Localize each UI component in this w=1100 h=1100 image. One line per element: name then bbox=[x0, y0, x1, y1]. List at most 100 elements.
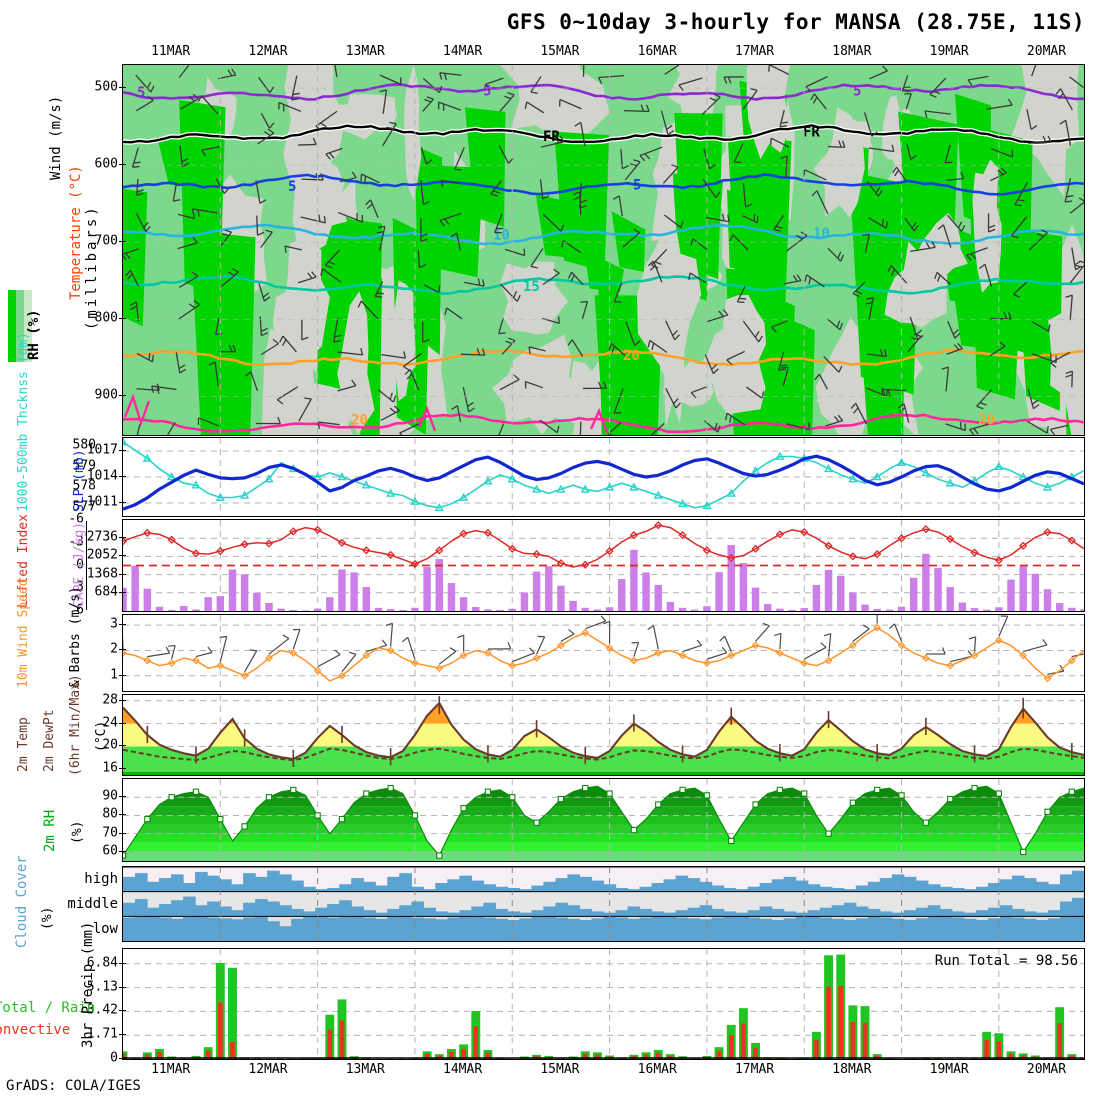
tick-mark bbox=[119, 962, 126, 964]
date-label-bottom: 16MAR bbox=[637, 1062, 677, 1077]
upper-air-ytick: 600 bbox=[94, 156, 118, 172]
tick-mark bbox=[119, 1034, 126, 1036]
tick-mark bbox=[119, 674, 126, 676]
cloud-row-label-middle: middle bbox=[67, 896, 118, 912]
upper-air-ytick: 500 bbox=[94, 79, 118, 95]
date-label-top: 15MAR bbox=[540, 44, 580, 59]
tick-mark bbox=[119, 591, 126, 593]
date-label-bottom: 14MAR bbox=[443, 1062, 483, 1077]
svg-text:10: 10 bbox=[813, 226, 830, 242]
tick-mark bbox=[119, 699, 126, 701]
date-label-bottom: 19MAR bbox=[929, 1062, 969, 1077]
svg-text:5: 5 bbox=[633, 177, 641, 193]
lifted-index-ytick: 3 bbox=[76, 579, 84, 595]
page-title: GFS 0~10day 3-hourly for MANSA (28.75E, … bbox=[506, 10, 1085, 34]
panel-slp-thickness[interactable] bbox=[122, 437, 1085, 517]
tick-mark bbox=[119, 573, 126, 575]
upper-air-ytick: 900 bbox=[94, 387, 118, 403]
panel-temp-dewpt[interactable] bbox=[122, 694, 1085, 776]
date-label-top: 20MAR bbox=[1026, 44, 1067, 59]
thickness-ytick: 577 bbox=[72, 499, 96, 515]
date-label-top: 12MAR bbox=[248, 44, 288, 59]
tick-mark bbox=[119, 832, 126, 834]
tick-mark bbox=[119, 1010, 126, 1012]
svg-text:5: 5 bbox=[288, 179, 296, 195]
date-label-bottom: 18MAR bbox=[832, 1062, 872, 1077]
tick-mark bbox=[119, 318, 126, 320]
panel-rh-2m[interactable] bbox=[122, 778, 1085, 862]
tick-mark bbox=[119, 241, 126, 243]
lifted-index-ytick: -3 bbox=[68, 534, 84, 550]
svg-text:20: 20 bbox=[351, 413, 368, 429]
panel-li-cape[interactable] bbox=[122, 519, 1085, 612]
tick-mark bbox=[119, 850, 126, 852]
date-label-top: 16MAR bbox=[637, 44, 677, 59]
rh-ytick: 80 bbox=[102, 806, 118, 822]
slp-ytick: 1014 bbox=[86, 468, 118, 484]
tick-mark bbox=[119, 814, 126, 816]
tick-mark bbox=[119, 745, 126, 747]
date-label-top: 14MAR bbox=[443, 44, 483, 59]
panel-cloud-cover[interactable] bbox=[122, 866, 1085, 942]
cape-ytick: 684 bbox=[94, 584, 118, 600]
svg-text:15: 15 bbox=[523, 279, 540, 295]
date-label-top: 19MAR bbox=[929, 44, 969, 59]
thickness-ytick: 580 bbox=[72, 437, 96, 453]
li-axis-line bbox=[86, 521, 87, 610]
precip-ytick: 3.42 bbox=[86, 1002, 118, 1018]
lifted-index-ytick: 0 bbox=[76, 557, 84, 572]
dewpt-2m-label: 2m DewPt bbox=[42, 709, 57, 772]
wind-ytick: 1 bbox=[110, 667, 118, 683]
cloud-row-label-low: low bbox=[92, 920, 118, 937]
tick-mark bbox=[119, 986, 126, 988]
date-label-bottom: 11MAR bbox=[151, 1062, 191, 1077]
date-label-top: 13MAR bbox=[345, 44, 385, 59]
upper-air-ytick: 700 bbox=[94, 233, 118, 249]
cape-ytick: 2736 bbox=[86, 529, 118, 545]
tick-mark bbox=[119, 624, 126, 626]
temp-ytick: 28 bbox=[102, 692, 118, 708]
tick-mark bbox=[119, 164, 126, 166]
svg-text:FR: FR bbox=[803, 124, 820, 140]
temp-ytick: 24 bbox=[102, 715, 118, 731]
svg-text:5: 5 bbox=[483, 83, 491, 99]
rh-ytick: 70 bbox=[102, 825, 118, 841]
temp-ytick: 16 bbox=[102, 760, 118, 776]
cloud-cover-units-label: (%) bbox=[40, 906, 55, 930]
tick-mark bbox=[119, 649, 126, 651]
svg-text:5: 5 bbox=[137, 85, 145, 101]
precip-total-label: Total / Rain bbox=[0, 1000, 96, 1016]
slp-label: SLP (mb) bbox=[72, 449, 87, 512]
tick-mark bbox=[119, 555, 126, 557]
tick-mark bbox=[119, 476, 126, 477]
cape-ytick: 1368 bbox=[86, 566, 118, 582]
upper-air-yaxis-label: (millibars) bbox=[84, 204, 100, 330]
minmax-label: (6hr Min/Max) bbox=[68, 674, 83, 776]
date-label-bottom: 20MAR bbox=[1026, 1062, 1067, 1077]
slp-ytick: 1011 bbox=[86, 494, 118, 510]
thickness-ytick: 579 bbox=[72, 458, 96, 474]
tick-mark bbox=[119, 537, 126, 539]
panel-precip[interactable]: Run Total = 98.56 bbox=[122, 948, 1085, 1060]
rh-ytick: 90 bbox=[102, 788, 118, 804]
tick-mark bbox=[119, 450, 126, 451]
rh-2m-units-label: (%) bbox=[70, 820, 85, 844]
wind-ytick: 3 bbox=[110, 616, 118, 632]
date-label-bottom: 13MAR bbox=[345, 1062, 385, 1077]
precip-ytick: 0 bbox=[110, 1050, 118, 1066]
temp-2m-label: 2m Temp bbox=[16, 717, 31, 772]
tick-mark bbox=[119, 768, 126, 770]
date-label-top: 17MAR bbox=[734, 44, 775, 59]
upper-air-wind-label: Wind (m/s) bbox=[48, 95, 64, 180]
cloud-row-label-high: high bbox=[84, 871, 118, 888]
panel-upper-air[interactable]: 5 5 5 FR FR 5 5 10 10 15 20 20 20 bbox=[122, 64, 1085, 436]
tick-mark bbox=[119, 796, 126, 798]
thickness-ytick: 578 bbox=[72, 478, 96, 494]
panel-wind-10m[interactable] bbox=[122, 614, 1085, 692]
svg-text:FR: FR bbox=[543, 129, 560, 145]
svg-text:10: 10 bbox=[493, 228, 510, 244]
precip-ytick: 1.71 bbox=[86, 1026, 118, 1042]
tick-mark bbox=[119, 1058, 126, 1059]
wind-speed-label: 10m Wind Speed bbox=[16, 578, 31, 688]
thickness-label: 1000-500mb Thcknss (dm) bbox=[16, 331, 31, 512]
